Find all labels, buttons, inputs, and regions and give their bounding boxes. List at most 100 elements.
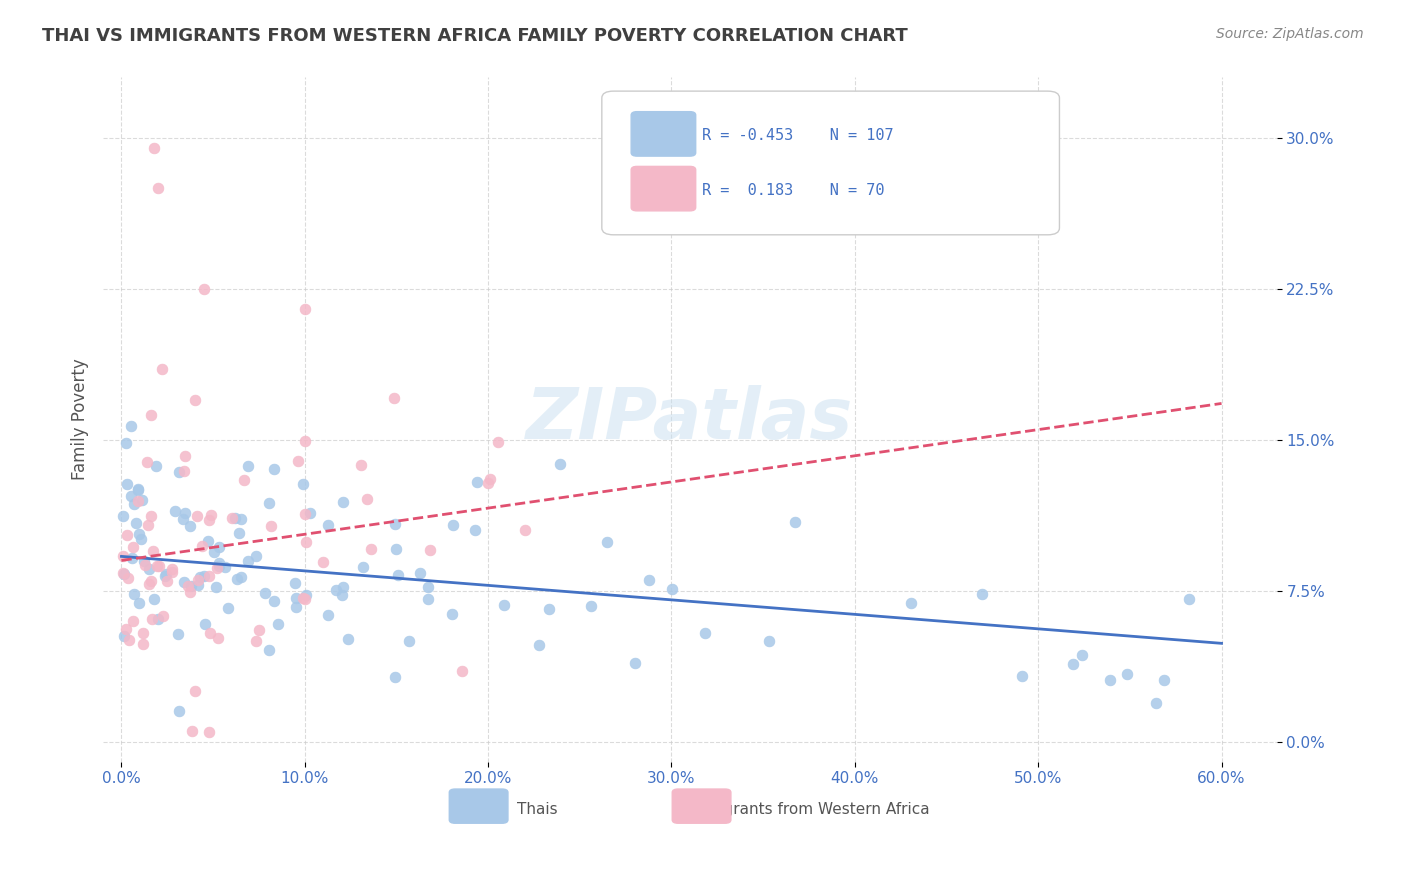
Point <box>198 724 221 739</box>
Point <box>139 408 162 422</box>
Point <box>479 472 502 486</box>
Point <box>115 477 138 491</box>
Point <box>267 617 290 632</box>
Point <box>1144 696 1167 710</box>
Point <box>179 584 201 599</box>
Point <box>299 506 322 520</box>
Point <box>758 633 780 648</box>
Point <box>114 622 136 636</box>
Point <box>398 634 420 648</box>
Point <box>112 567 135 582</box>
Point <box>350 458 373 473</box>
Point <box>132 625 155 640</box>
Text: Immigrants from Western Africa: Immigrants from Western Africa <box>685 802 929 817</box>
Point <box>294 591 316 606</box>
Point <box>253 586 276 600</box>
Point <box>120 489 142 503</box>
Point <box>257 496 280 510</box>
Point <box>440 607 463 621</box>
Point <box>145 559 167 574</box>
Y-axis label: Family Poverty: Family Poverty <box>72 359 89 481</box>
Point <box>316 607 339 622</box>
Point <box>247 623 270 637</box>
Point <box>128 596 150 610</box>
Point <box>464 523 486 537</box>
Point <box>127 482 149 496</box>
FancyBboxPatch shape <box>631 112 696 156</box>
Point <box>624 656 647 670</box>
Point <box>236 554 259 568</box>
Point <box>115 436 138 450</box>
Point <box>492 599 515 613</box>
Point <box>419 543 441 558</box>
Point <box>167 704 190 718</box>
Point <box>112 566 135 581</box>
FancyBboxPatch shape <box>450 789 508 823</box>
Text: THAI VS IMMIGRANTS FROM WESTERN AFRICA FAMILY POVERTY CORRELATION CHART: THAI VS IMMIGRANTS FROM WESTERN AFRICA F… <box>42 27 908 45</box>
Point <box>135 455 157 469</box>
Point <box>236 458 259 473</box>
Point <box>124 497 146 511</box>
Point <box>138 561 160 575</box>
Point <box>486 434 509 449</box>
Point <box>162 565 184 579</box>
Point <box>441 517 464 532</box>
Point <box>233 473 256 487</box>
Point <box>263 461 285 475</box>
Point <box>139 509 162 524</box>
Point <box>637 573 659 587</box>
Point <box>152 608 174 623</box>
Point <box>537 602 560 616</box>
Point <box>221 510 243 524</box>
Point <box>194 617 217 632</box>
Point <box>129 532 152 546</box>
Point <box>172 512 194 526</box>
Point <box>127 494 149 508</box>
Text: R = -0.453    N = 107: R = -0.453 N = 107 <box>702 128 893 143</box>
Text: Source: ZipAtlas.com: Source: ZipAtlas.com <box>1216 27 1364 41</box>
Text: ZIPatlas: ZIPatlas <box>526 385 853 454</box>
Point <box>204 580 226 594</box>
Point <box>467 475 489 489</box>
Point <box>1099 673 1122 688</box>
Point <box>316 517 339 532</box>
Point <box>131 493 153 508</box>
Point <box>166 627 188 641</box>
Point <box>200 508 222 522</box>
Point <box>112 549 135 563</box>
Point <box>596 535 619 549</box>
Point <box>332 494 354 508</box>
Point <box>177 579 200 593</box>
FancyBboxPatch shape <box>602 91 1060 235</box>
Point <box>153 568 176 582</box>
Point <box>360 542 382 557</box>
Point <box>579 599 602 613</box>
Point <box>284 591 307 605</box>
Point <box>187 573 209 587</box>
Point <box>197 533 219 548</box>
Point <box>387 568 409 582</box>
Point <box>1062 657 1084 671</box>
Point <box>156 574 179 589</box>
Point <box>384 517 406 532</box>
Point <box>150 362 173 376</box>
Point <box>122 541 145 555</box>
Point <box>1011 668 1033 682</box>
Point <box>325 582 347 597</box>
Point <box>117 571 139 585</box>
Point <box>513 523 536 537</box>
Point <box>336 632 359 646</box>
Point <box>1070 648 1092 663</box>
Point <box>132 637 155 651</box>
Point <box>312 555 335 569</box>
Point <box>180 723 202 738</box>
Point <box>205 560 228 574</box>
Point <box>184 684 207 698</box>
Point <box>257 642 280 657</box>
Point <box>245 549 267 564</box>
Point <box>180 579 202 593</box>
Point <box>163 504 186 518</box>
Point <box>287 454 309 468</box>
Point <box>207 559 229 574</box>
Text: Thais: Thais <box>517 802 558 817</box>
